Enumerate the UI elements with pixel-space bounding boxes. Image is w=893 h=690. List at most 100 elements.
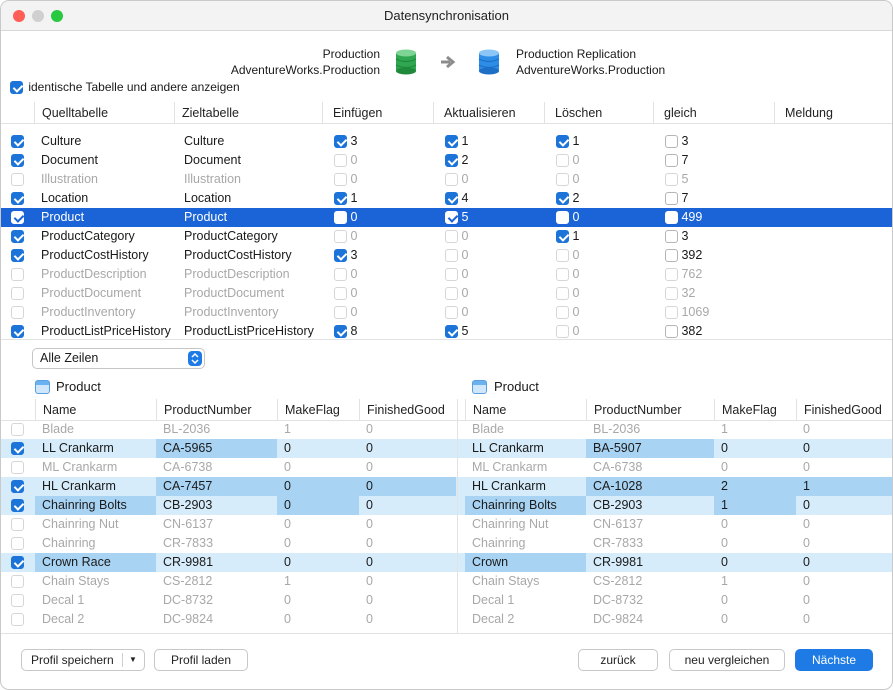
left-grid-row[interactable]: Crown Race CR-9981 0 0 <box>1 553 457 572</box>
equal-checkbox[interactable] <box>665 154 678 168</box>
row-checkbox[interactable] <box>4 477 24 496</box>
update-cell[interactable]: 0 <box>445 303 468 322</box>
insert-checkbox[interactable] <box>334 249 347 263</box>
equal-checkbox[interactable] <box>665 211 678 225</box>
close-button[interactable] <box>13 10 25 22</box>
insert-cell[interactable]: 0 <box>334 303 357 322</box>
delete-cell[interactable]: 0 <box>556 170 579 189</box>
right-grid-row[interactable]: Decal 2 DC-9824 0 0 <box>458 610 892 629</box>
insert-cell[interactable]: 3 <box>334 246 357 265</box>
insert-cell[interactable]: 0 <box>334 208 357 227</box>
delete-cell[interactable]: 1 <box>556 132 579 151</box>
delete-cell[interactable]: 0 <box>556 284 579 303</box>
delete-checkbox[interactable] <box>556 135 569 149</box>
back-button[interactable]: zurück <box>578 649 658 671</box>
table-row[interactable]: ProductDescription ProductDescription 0 0… <box>1 265 892 284</box>
update-checkbox[interactable] <box>445 192 458 206</box>
update-checkbox[interactable] <box>445 211 458 225</box>
load-profile-button[interactable]: Profil laden <box>154 649 248 671</box>
left-grid-row[interactable]: Chain Stays CS-2812 1 0 <box>1 572 457 591</box>
insert-cell[interactable]: 0 <box>334 227 357 246</box>
row-checkbox[interactable] <box>4 534 24 553</box>
left-grid-row[interactable]: Chainring Nut CN-6137 0 0 <box>1 515 457 534</box>
row-checkbox[interactable] <box>4 553 24 572</box>
left-col-makeflag[interactable]: MakeFlag <box>277 399 359 421</box>
delete-cell[interactable]: 0 <box>556 322 579 341</box>
insert-cell[interactable]: 0 <box>334 151 357 170</box>
equal-cell[interactable]: 499 <box>665 208 702 227</box>
update-cell[interactable]: 1 <box>445 132 468 151</box>
insert-checkbox[interactable] <box>334 173 347 187</box>
insert-checkbox[interactable] <box>334 287 347 301</box>
table-row[interactable]: ProductListPriceHistory ProductListPriceH… <box>1 322 892 341</box>
insert-cell[interactable]: 1 <box>334 189 357 208</box>
table-row[interactable]: Document Document 0 2 0 7 <box>1 151 892 170</box>
delete-checkbox[interactable] <box>556 211 569 225</box>
right-grid-row[interactable]: Decal 1 DC-8732 0 0 <box>458 591 892 610</box>
left-grid-row[interactable]: Decal 2 DC-9824 0 0 <box>1 610 457 629</box>
right-grid-row[interactable]: ML Crankarm CA-6738 0 0 <box>458 458 892 477</box>
delete-checkbox[interactable] <box>556 287 569 301</box>
table-row[interactable]: ProductInventory ProductInventory 0 0 0 1… <box>1 303 892 322</box>
right-col-productnumber[interactable]: ProductNumber <box>586 399 714 421</box>
right-col-name[interactable]: Name <box>465 399 586 421</box>
col-delete[interactable]: Löschen <box>544 102 653 124</box>
row-checkbox[interactable] <box>4 458 24 477</box>
delete-checkbox[interactable] <box>556 192 569 206</box>
col-update[interactable]: Aktualisieren <box>433 102 544 124</box>
update-checkbox[interactable] <box>445 154 458 168</box>
right-grid-row[interactable]: Chainring CR-7833 0 0 <box>458 534 892 553</box>
equal-cell[interactable]: 7 <box>665 189 688 208</box>
left-grid-row[interactable]: ML Crankarm CA-6738 0 0 <box>1 458 457 477</box>
row-select-checkbox[interactable] <box>11 132 24 151</box>
equal-checkbox[interactable] <box>665 249 678 263</box>
right-grid-row[interactable]: Blade BL-2036 1 0 <box>458 420 892 439</box>
left-grid-row[interactable]: Decal 1 DC-8732 0 0 <box>1 591 457 610</box>
insert-checkbox[interactable] <box>334 192 347 206</box>
delete-cell[interactable]: 2 <box>556 189 579 208</box>
table-row[interactable]: ProductCategory ProductCategory 0 0 1 3 <box>1 227 892 246</box>
delete-cell[interactable]: 0 <box>556 265 579 284</box>
insert-checkbox[interactable] <box>334 325 347 339</box>
row-checkbox[interactable] <box>4 610 24 629</box>
insert-cell[interactable]: 0 <box>334 284 357 303</box>
insert-cell[interactable]: 0 <box>334 170 357 189</box>
compare-again-button[interactable]: neu vergleichen <box>669 649 785 671</box>
equal-checkbox[interactable] <box>665 306 678 320</box>
row-checkbox[interactable] <box>4 439 24 458</box>
col-source-table[interactable]: Quelltabelle <box>34 102 174 124</box>
left-col-name[interactable]: Name <box>35 399 156 421</box>
equal-cell[interactable]: 382 <box>665 322 702 341</box>
equal-cell[interactable]: 3 <box>665 132 688 151</box>
update-cell[interactable]: 0 <box>445 265 468 284</box>
row-checkbox[interactable] <box>4 572 24 591</box>
right-col-makeflag[interactable]: MakeFlag <box>714 399 796 421</box>
right-grid-row[interactable]: Chain Stays CS-2812 1 0 <box>458 572 892 591</box>
table-row[interactable]: Culture Culture 3 1 1 3 <box>1 132 892 151</box>
equal-checkbox[interactable] <box>665 325 678 339</box>
left-grid-row[interactable]: Chainring CR-7833 0 0 <box>1 534 457 553</box>
right-grid-row[interactable]: Crown CR-9981 0 0 <box>458 553 892 572</box>
row-select-checkbox[interactable] <box>11 170 24 189</box>
update-checkbox[interactable] <box>445 325 458 339</box>
row-checkbox[interactable] <box>4 496 24 515</box>
update-checkbox[interactable] <box>445 306 458 320</box>
chevron-down-icon[interactable]: ▼ <box>129 655 137 664</box>
right-col-finishedgood[interactable]: FinishedGood <box>796 399 892 421</box>
left-col-finishedgood[interactable]: FinishedGood <box>359 399 456 421</box>
right-grid-row[interactable]: Chainring Nut CN-6137 0 0 <box>458 515 892 534</box>
row-select-checkbox[interactable] <box>11 151 24 170</box>
update-checkbox[interactable] <box>445 230 458 244</box>
delete-cell[interactable]: 1 <box>556 227 579 246</box>
insert-cell[interactable]: 3 <box>334 132 357 151</box>
col-target-table[interactable]: Zieltabelle <box>174 102 322 124</box>
insert-checkbox[interactable] <box>334 230 347 244</box>
delete-checkbox[interactable] <box>556 268 569 282</box>
row-select-checkbox[interactable] <box>11 303 24 322</box>
row-select-checkbox[interactable] <box>11 189 24 208</box>
right-grid-row[interactable]: LL Crankarm BA-5907 0 0 <box>458 439 892 458</box>
left-grid-row[interactable]: Blade BL-2036 1 0 <box>1 420 457 439</box>
row-select-checkbox[interactable] <box>11 265 24 284</box>
row-select-checkbox[interactable] <box>11 284 24 303</box>
zoom-button[interactable] <box>51 10 63 22</box>
